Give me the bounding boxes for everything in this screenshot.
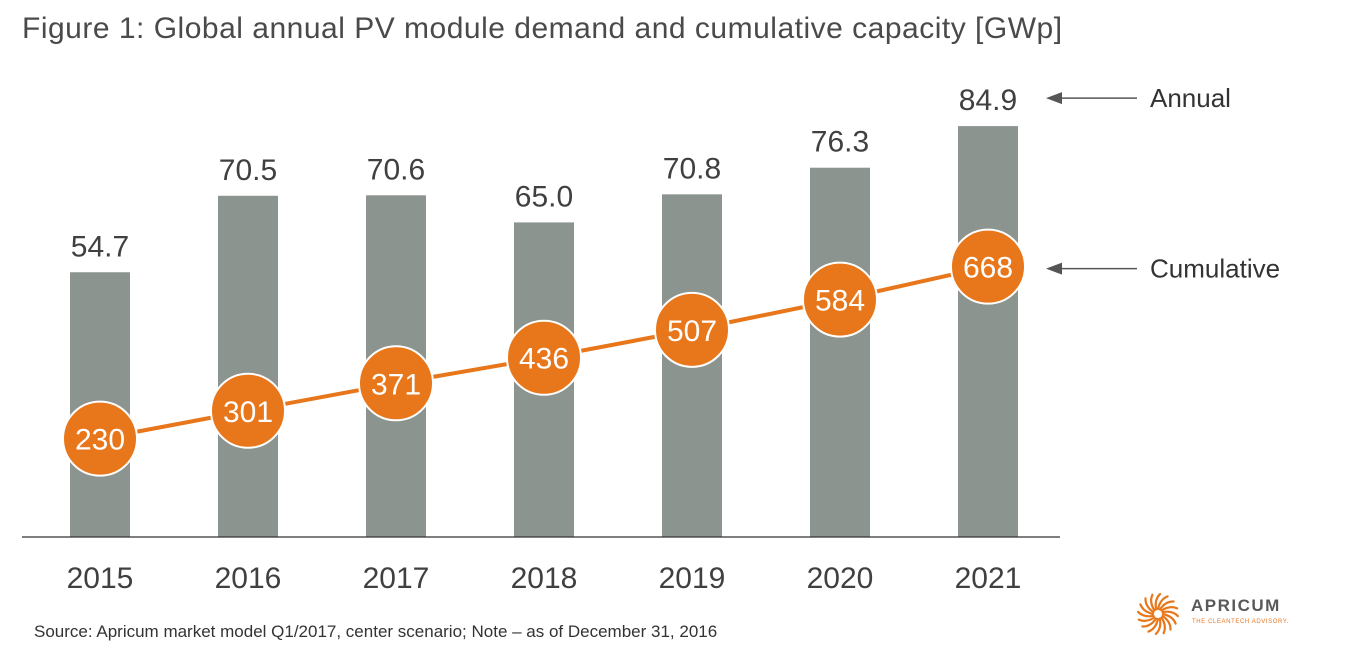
x-tick-label-2019: 2019	[659, 562, 726, 595]
legend-arrow-head-cumulative	[1046, 262, 1062, 275]
cumulative-value-label-2018: 436	[519, 343, 569, 376]
x-tick-label-2017: 2017	[363, 562, 430, 595]
cumulative-marker-2019	[654, 291, 730, 368]
sunburst-ray	[1154, 593, 1162, 611]
cumulative-value-label-2020: 584	[815, 285, 865, 318]
cumulative-line-layer: 230 301 371 436 507 584 668	[62, 228, 1026, 477]
sunburst-ray	[1147, 617, 1160, 633]
x-tick-label-2020: 2020	[807, 562, 874, 595]
x-axis: 2015 2016 2017 2018 2019 2020 2021	[22, 536, 1060, 595]
bar-value-label-2017: 70.6	[367, 153, 425, 186]
sunburst-ray	[1150, 593, 1156, 612]
sunburst-ray	[1139, 603, 1155, 616]
x-tick-label-2021: 2021	[955, 562, 1022, 595]
sunburst-ray	[1161, 610, 1179, 618]
legend-arrow-head-annual	[1046, 92, 1062, 105]
cumulative-value-label-2019: 507	[667, 315, 717, 348]
logo-name: APRICUM	[1191, 596, 1281, 615]
cumulative-marker-2015	[62, 400, 138, 477]
bar-2021	[958, 126, 1018, 538]
sunburst-ray	[1161, 614, 1172, 631]
x-tick-label-2015: 2015	[67, 562, 134, 595]
legend-label-annual: Annual	[1150, 83, 1231, 113]
sunburst-ray	[1160, 616, 1166, 635]
cumulative-marker-2020	[802, 261, 878, 338]
legend-annotations: Annual Cumulative	[1046, 83, 1280, 284]
cumulative-marker-2021	[950, 228, 1026, 305]
sunburst-ray	[1144, 597, 1155, 614]
sunburst-ray	[1160, 606, 1179, 612]
bar-value-label-2019: 70.8	[663, 152, 721, 185]
sunburst-ray	[1156, 595, 1169, 611]
sunburst-ray	[1161, 612, 1177, 625]
sunburst-ray	[1141, 617, 1158, 628]
cumulative-value-label-2017: 371	[371, 368, 421, 401]
bar-2016	[218, 195, 278, 537]
logo-tagline: THE CLEANTECH ADVISORY.	[1192, 619, 1289, 625]
cumulative-value-label-2015: 230	[75, 424, 125, 457]
sunburst-ray	[1137, 610, 1155, 618]
sunburst-ray	[1137, 616, 1156, 622]
bar-value-label-2015: 54.7	[71, 230, 129, 263]
source-note: Source: Apricum market model Q1/2017, ce…	[34, 622, 718, 641]
cumulative-marker-2017	[358, 345, 434, 422]
bar-2020	[810, 167, 870, 537]
cumulative-marker-2018	[506, 319, 582, 396]
apricum-sunburst-icon	[1137, 593, 1179, 635]
cumulative-marker-2016	[210, 372, 286, 449]
chart-title: Figure 1: Global annual PV module demand…	[22, 12, 1063, 45]
bar-value-label-2020: 76.3	[811, 126, 869, 159]
apricum-logo: APRICUM THE CLEANTECH ADVISORY.	[1136, 592, 1296, 636]
bar-value-label-2018: 65.0	[515, 180, 573, 213]
bar-value-label-2016: 70.5	[219, 154, 277, 187]
cumulative-value-label-2016: 301	[223, 396, 273, 429]
bar-value-label-2021: 84.9	[959, 84, 1017, 117]
cumulative-value-label-2021: 668	[963, 252, 1013, 285]
sunburst-ray	[1154, 617, 1162, 635]
legend-label-cumulative: Cumulative	[1150, 254, 1280, 284]
x-tick-label-2018: 2018	[511, 562, 578, 595]
x-tick-label-2016: 2016	[215, 562, 282, 595]
sunburst-ray	[1158, 600, 1175, 611]
